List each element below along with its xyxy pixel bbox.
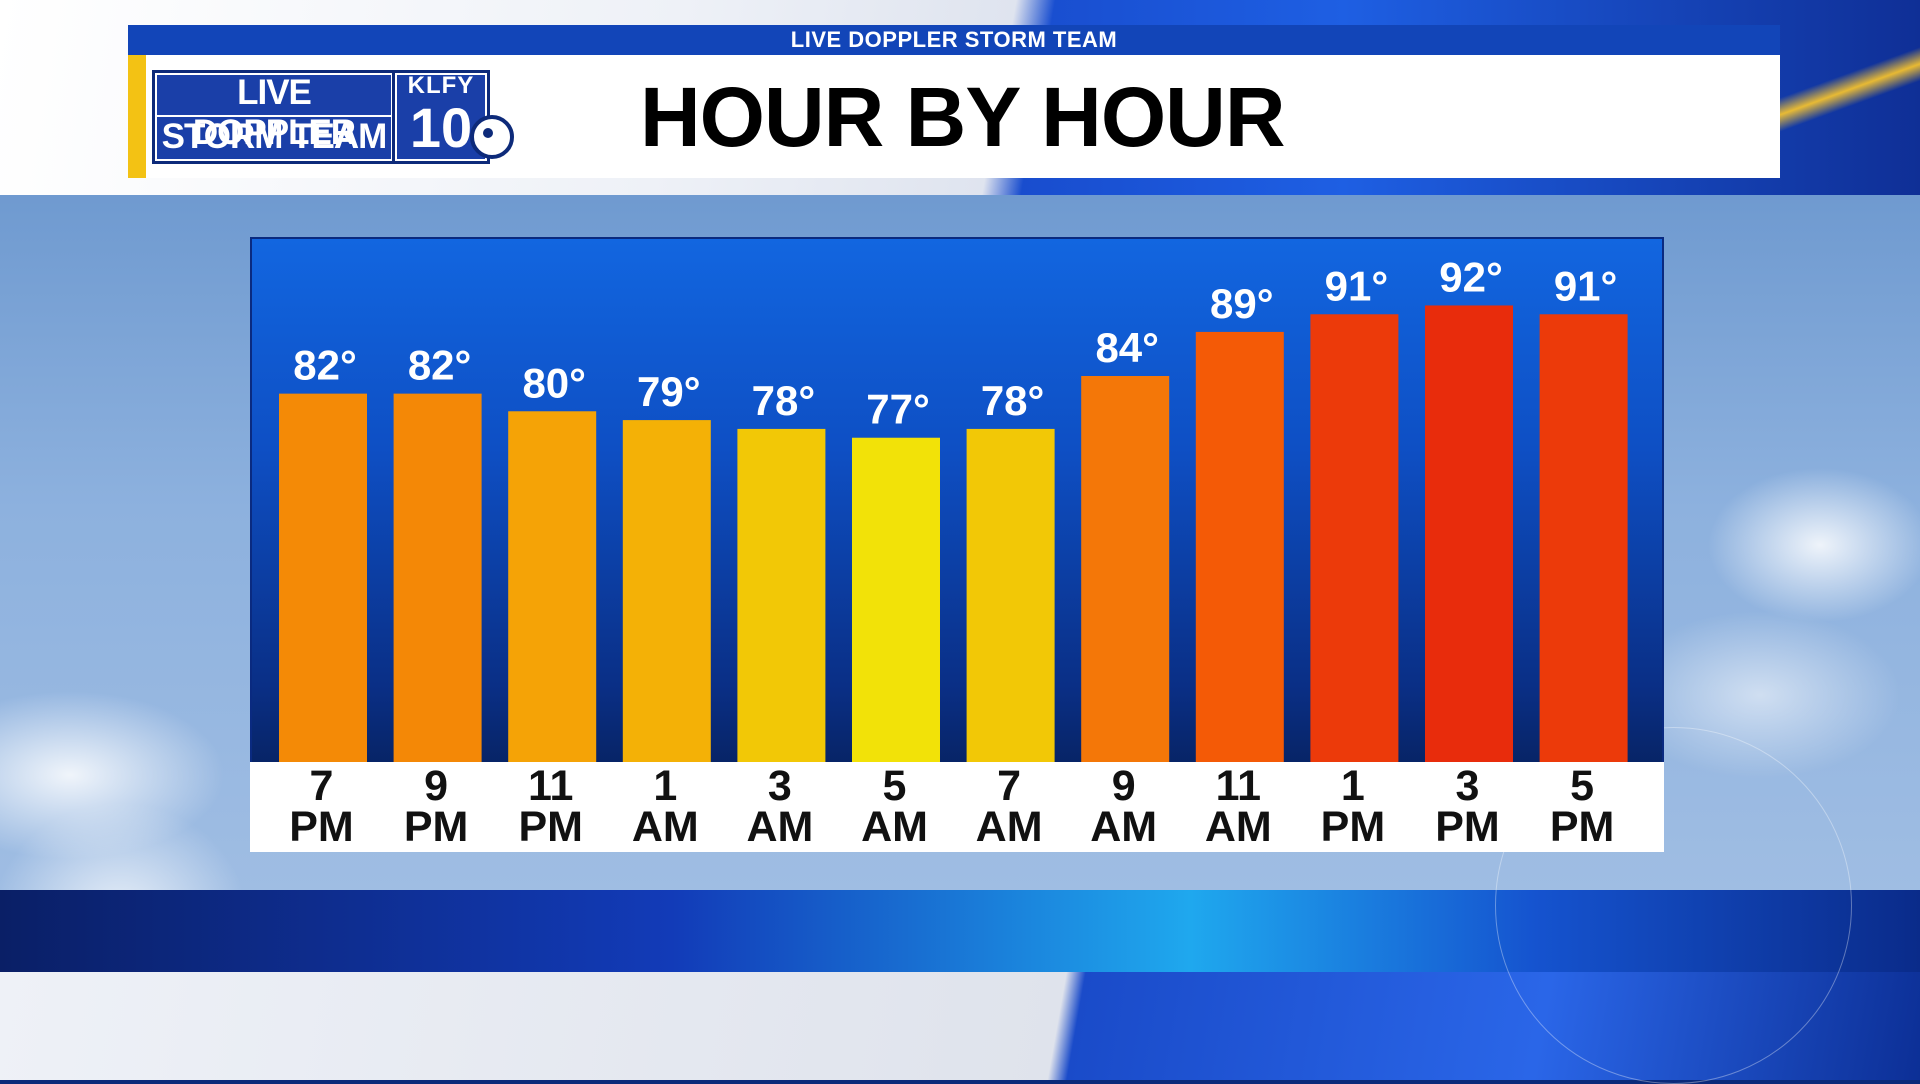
tick-label-line: PM — [518, 803, 583, 851]
header-accent — [128, 55, 146, 178]
tick-label-line: PM — [1435, 803, 1500, 851]
tick-label-line: 5 — [882, 762, 907, 810]
tick-label-line: 9 — [1111, 762, 1136, 810]
time-axis-labels: 7 PM 9 PM 11 PM 1 AM 3 AM 5 AM 7 AM 9 AM 11 AM 1 PM 3 PM 5 PM — [250, 762, 1664, 852]
temperature-bar-chart: 82° 82° 80° 79° 78° 77° 78° 84° 89° 91° 92° 91° — [250, 237, 1664, 766]
value-label-10: 92° — [1439, 253, 1503, 300]
tick-label-8: 11 AM — [1181, 762, 1296, 851]
value-label-6: 78° — [981, 377, 1045, 424]
tick-label-6: 7 AM — [952, 762, 1067, 851]
tick-label-5: 5 AM — [837, 762, 952, 851]
tick-label-line: AM — [1090, 803, 1158, 851]
station-number: 10 — [409, 96, 473, 159]
tick-label-line: 11 — [527, 762, 574, 810]
station-call: KLFY — [407, 72, 475, 99]
tick-label-9: 1 PM — [1295, 762, 1410, 851]
bar-5 — [852, 437, 940, 764]
bar-4 — [737, 428, 826, 764]
tick-label-4: 3 AM — [722, 762, 837, 851]
tick-label-line: 5 — [1570, 762, 1595, 810]
tick-label-line: AM — [746, 803, 814, 851]
tick-label-line: 3 — [767, 762, 792, 810]
chart-canvas: 82° 82° 80° 79° 78° 77° 78° 84° 89° 91° 92° 91° — [279, 253, 1628, 764]
tick-label-3: 1 AM — [608, 762, 723, 851]
tick-label-line: 11 — [1215, 762, 1262, 810]
tick-label-line: AM — [631, 803, 699, 851]
bar-7 — [1081, 376, 1170, 764]
header-strip: LIVE DOPPLER STORM TEAM — [128, 25, 1780, 55]
bar-11 — [1539, 314, 1628, 764]
tick-label-line: PM — [289, 803, 354, 851]
logo-line-1: LIVE DOPPLER — [192, 73, 356, 152]
cbs-eye-icon — [470, 115, 514, 159]
tick-label-line: PM — [1320, 803, 1386, 851]
tick-label-0: 7 PM — [264, 762, 379, 851]
value-label-11: 91° — [1554, 262, 1618, 309]
value-label-4: 78° — [752, 377, 816, 424]
tick-label-line: 7 — [309, 762, 334, 810]
bar-8 — [1195, 331, 1284, 764]
value-label-7: 84° — [1095, 324, 1159, 371]
tick-label-line: AM — [861, 803, 928, 851]
tick-label-line: 1 — [653, 762, 678, 810]
background-stripe — [1760, 20, 1920, 160]
tick-label-line: 1 — [1340, 762, 1365, 810]
tick-label-7: 9 AM — [1066, 762, 1181, 851]
value-label-2: 80° — [522, 359, 586, 406]
tick-label-11: 5 PM — [1525, 762, 1640, 851]
bar-1 — [393, 393, 482, 764]
tick-label-2: 11 PM — [493, 762, 608, 851]
tick-label-line: PM — [1549, 803, 1615, 851]
tick-label-line: 9 — [424, 762, 449, 810]
value-label-8: 89° — [1210, 280, 1274, 327]
bar-10 — [1425, 305, 1513, 764]
tick-label-1: 9 PM — [379, 762, 494, 851]
value-label-9: 91° — [1325, 262, 1389, 309]
tick-label-line: 3 — [1455, 762, 1480, 810]
tick-label-line: 7 — [997, 762, 1022, 810]
bar-2 — [508, 411, 597, 764]
value-label-5: 77° — [866, 386, 930, 433]
tick-label-line: PM — [403, 803, 469, 851]
storm-team-logo: LIVE DOPPLER STORM TEAM — [152, 70, 396, 164]
page-title: HOUR BY HOUR — [640, 70, 1286, 164]
tick-label-10: 3 PM — [1410, 762, 1525, 851]
value-label-1: 82° — [408, 342, 472, 389]
bar-6 — [966, 428, 1055, 764]
bar-3 — [622, 420, 711, 764]
tick-label-line: AM — [1204, 803, 1272, 851]
tick-label-line: AM — [975, 803, 1043, 851]
bar-9 — [1310, 314, 1399, 764]
value-label-0: 82° — [293, 342, 357, 389]
logo-line-2: STORM TEAM — [155, 115, 393, 159]
value-label-3: 79° — [637, 368, 701, 415]
bar-0 — [279, 393, 367, 764]
station-logo: KLFY 10 — [392, 70, 490, 164]
